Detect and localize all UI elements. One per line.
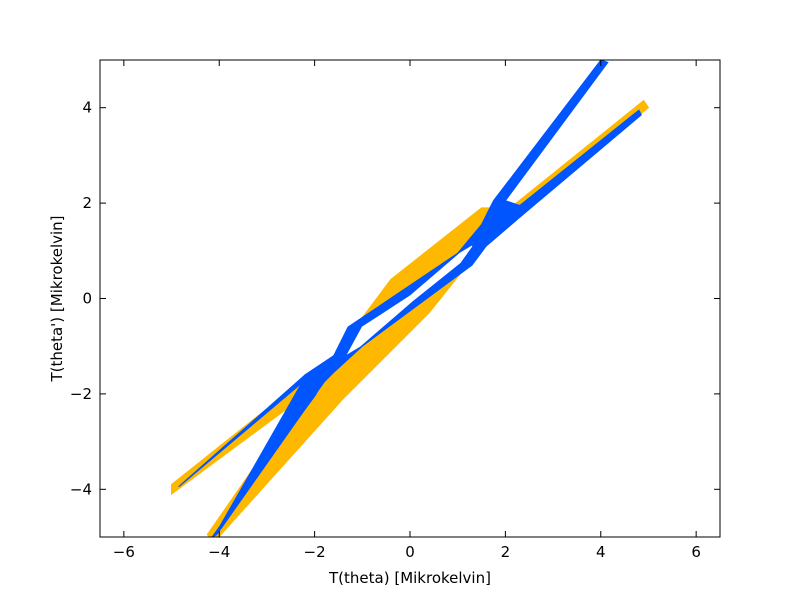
y-axis-label: T(theta') [Mikrokelvin] <box>48 215 66 382</box>
y-tick-label: −4 <box>70 480 92 498</box>
x-tick-label: 4 <box>596 543 606 561</box>
x-axis-label: T(theta) [Mikrokelvin] <box>328 569 491 587</box>
x-tick-label: 6 <box>691 543 701 561</box>
x-tick-label: −6 <box>113 543 135 561</box>
y-tick-label: 4 <box>82 99 92 117</box>
plot-area <box>171 60 650 537</box>
x-tick-label: 2 <box>501 543 511 561</box>
axes: −6 −4 −2 0 2 4 6 −4 −2 0 2 4 <box>70 59 721 561</box>
x-tick-label: 0 <box>405 543 415 561</box>
x-tick-label: −2 <box>304 543 326 561</box>
y-tick-label: −2 <box>70 385 92 403</box>
y-tick-label: 2 <box>82 194 92 212</box>
y-tick-label: 0 <box>82 290 92 308</box>
contour-center <box>346 245 473 355</box>
x-tick-label: −4 <box>208 543 230 561</box>
